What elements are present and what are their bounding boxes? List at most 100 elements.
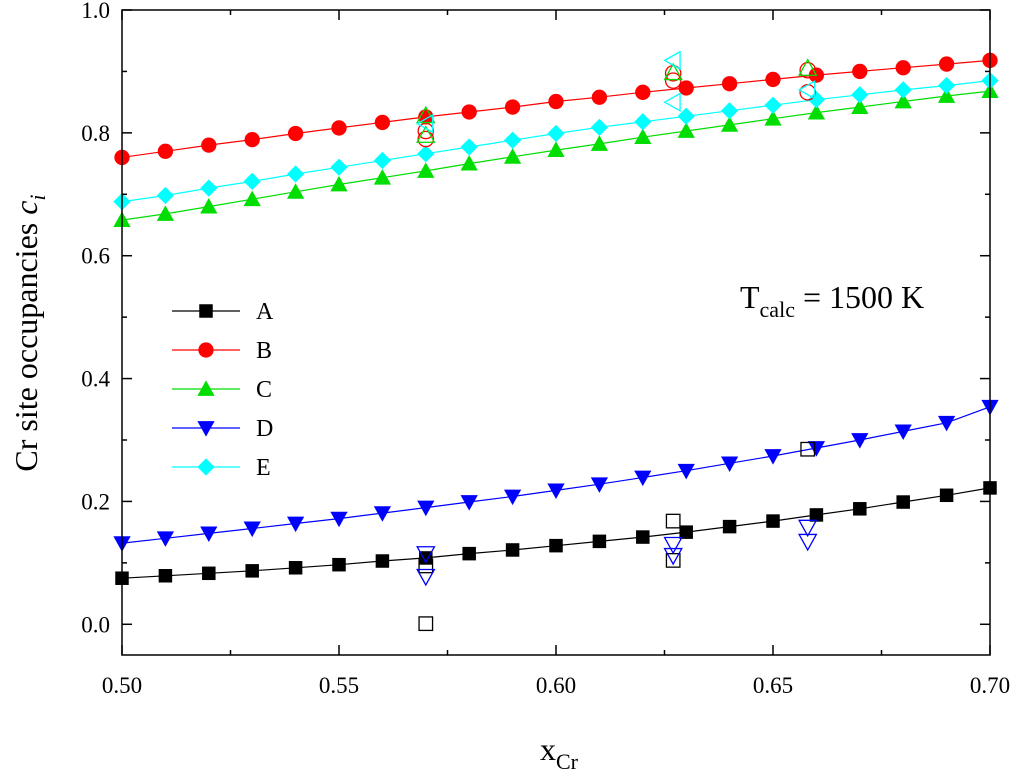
y-tick-label: 0.4 bbox=[81, 367, 110, 392]
y-tick-label: 0.2 bbox=[81, 489, 110, 514]
series-e-point bbox=[677, 107, 695, 125]
series-d-point bbox=[373, 506, 392, 522]
series-b-point bbox=[938, 56, 955, 72]
series-c-point bbox=[286, 183, 305, 199]
series-a-point bbox=[679, 525, 693, 539]
series-c-point bbox=[200, 197, 218, 214]
series-d-point bbox=[200, 526, 218, 542]
reference-e-point bbox=[663, 50, 681, 71]
legend-a-marker bbox=[199, 304, 213, 318]
legend-c-marker bbox=[197, 380, 215, 396]
series-a-point bbox=[939, 488, 954, 503]
series-a-point bbox=[722, 519, 737, 534]
series-c-point bbox=[634, 128, 652, 145]
series-c-point bbox=[807, 103, 826, 120]
series-b-point bbox=[635, 84, 651, 100]
series-a-point bbox=[505, 543, 520, 557]
series-c-point bbox=[460, 154, 478, 171]
reference-e-point bbox=[797, 80, 816, 100]
temperature-annotation: Tcalc = 1500 K bbox=[740, 279, 924, 322]
series-e-point bbox=[720, 102, 739, 120]
series-a-point bbox=[158, 569, 173, 583]
x-tick-label: 0.60 bbox=[536, 673, 576, 698]
legend-e-label: E bbox=[256, 455, 271, 481]
series-b-point bbox=[721, 76, 738, 92]
legend-b-label: B bbox=[256, 338, 272, 364]
series-d-point bbox=[330, 511, 348, 528]
reference-d-point bbox=[663, 547, 683, 566]
series-c-point bbox=[677, 122, 695, 138]
reference-c-point bbox=[797, 58, 818, 76]
reference-a-point bbox=[800, 441, 816, 457]
x-tick-label: 0.55 bbox=[319, 673, 359, 698]
y-tick-label: 0.8 bbox=[81, 121, 110, 146]
legend-e-marker bbox=[197, 458, 215, 476]
series-c-point bbox=[937, 87, 956, 103]
x-axis-title: xCr bbox=[540, 731, 579, 774]
series-a-point bbox=[549, 538, 563, 553]
series-b-point bbox=[591, 89, 608, 105]
series-c-point bbox=[373, 169, 392, 185]
series-e-point bbox=[764, 96, 782, 114]
series-b-point bbox=[895, 60, 911, 76]
series-d-point bbox=[503, 489, 522, 506]
series-a-point bbox=[332, 557, 346, 572]
chart-marks-layer bbox=[113, 50, 999, 632]
reference-a-point bbox=[665, 513, 681, 529]
reference-b-point bbox=[417, 122, 435, 140]
series-c-point bbox=[764, 110, 782, 126]
series-e-point bbox=[634, 113, 652, 131]
series-c-point bbox=[851, 98, 869, 114]
series-c-point bbox=[330, 175, 348, 192]
series-d-point bbox=[286, 516, 305, 533]
series-a-point bbox=[419, 551, 433, 565]
series-e-point bbox=[156, 186, 175, 205]
series-b-point bbox=[548, 93, 564, 110]
series-b-point bbox=[201, 137, 217, 153]
series-b-point bbox=[374, 114, 391, 131]
reference-c-point bbox=[663, 62, 683, 81]
series-a-point bbox=[288, 561, 303, 575]
series-e-point bbox=[937, 76, 956, 95]
series-c-point bbox=[547, 141, 565, 157]
axis-ticks-layer: 0.50 0.55 0.60 0.65 0.70 0.0 0.2 0.4 0.6 0.8 1.0 bbox=[81, 0, 1010, 698]
reference-b-point bbox=[417, 130, 435, 148]
reference-d-point bbox=[663, 536, 683, 555]
series-e-point bbox=[417, 145, 435, 163]
series-a-point bbox=[896, 495, 910, 509]
series-e-point bbox=[286, 165, 305, 183]
series-e-point bbox=[503, 131, 522, 149]
series-c-point bbox=[720, 116, 739, 132]
series-c-point bbox=[894, 92, 912, 109]
series-a-point bbox=[375, 554, 390, 568]
reference-c-point bbox=[416, 125, 436, 143]
series-c-point bbox=[156, 205, 175, 221]
y-tick-label: 1.0 bbox=[81, 0, 110, 23]
series-b-point bbox=[765, 71, 781, 88]
series-b-point bbox=[678, 80, 694, 96]
series-b-point bbox=[287, 125, 304, 142]
series-d-point bbox=[764, 449, 782, 465]
y-axis-title: Cr site occupancies ci bbox=[8, 194, 50, 471]
series-c-point bbox=[417, 162, 435, 178]
x-tick-label: 0.65 bbox=[753, 673, 793, 698]
series-e-point bbox=[200, 179, 218, 197]
legend-c-label: C bbox=[256, 377, 272, 403]
reference-a-point bbox=[418, 558, 434, 574]
series-e-point bbox=[460, 138, 478, 156]
series-d-point bbox=[243, 521, 261, 538]
series-a-point bbox=[853, 502, 867, 516]
series-d-point bbox=[720, 456, 739, 472]
series-e-point bbox=[590, 118, 609, 136]
series-a-point bbox=[245, 564, 259, 578]
series-e-point bbox=[894, 81, 912, 99]
legend-a-label: A bbox=[256, 299, 274, 325]
series-d-point bbox=[937, 415, 956, 432]
series-c-point bbox=[590, 135, 609, 151]
series-c-point bbox=[243, 190, 261, 207]
legend-d-label: D bbox=[256, 416, 273, 442]
series-d-point bbox=[460, 495, 478, 511]
series-b-point bbox=[331, 120, 347, 136]
